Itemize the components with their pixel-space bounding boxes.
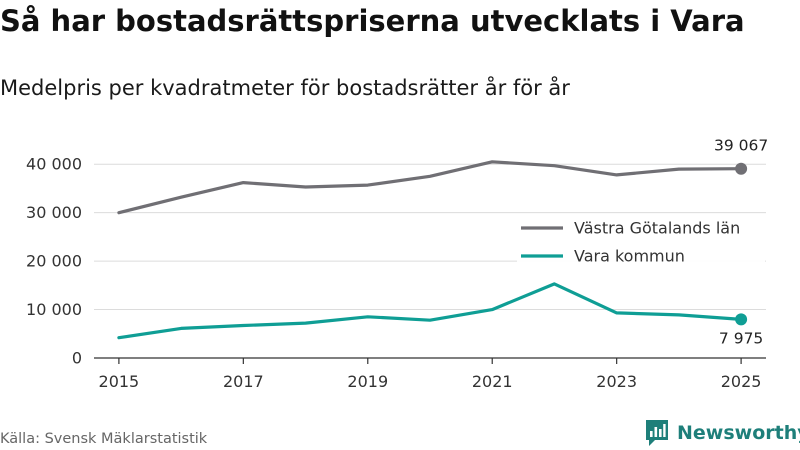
x-tick-label: 2015 <box>99 372 140 391</box>
x-tick-label: 2017 <box>223 372 264 391</box>
end-value-label-vara-kommun: 7 975 <box>719 329 763 347</box>
source-note: Källa: Svensk Mäklarstatistik <box>0 431 208 447</box>
x-tick-label: 2019 <box>347 372 388 391</box>
y-tick-label: 40 000 <box>26 155 82 174</box>
end-point-vara-kommun <box>735 313 748 326</box>
brand-name: Newsworthy <box>677 422 800 444</box>
series-line-vara-kommun <box>117 282 743 340</box>
x-tick-label: 2025 <box>721 372 762 391</box>
y-tick-label: 20 000 <box>26 252 82 271</box>
end-point-vastra-gotaland <box>735 162 748 175</box>
end-value-label-vastra-gotaland: 39 067 <box>714 137 768 155</box>
newsworthy-logo-icon <box>646 420 668 446</box>
newsworthy-logo: Newsworthy <box>644 418 800 448</box>
legend-label-vastra-gotaland: Västra Götalands län <box>574 219 740 238</box>
chart-subtitle: Medelpris per kvadratmeter för bostadsrä… <box>0 76 570 100</box>
legend-label-vara-kommun: Vara kommun <box>574 247 685 266</box>
x-tick-label: 2023 <box>596 372 637 391</box>
series-line-vastra-gotaland <box>117 160 743 215</box>
y-tick-label: 30 000 <box>26 203 82 222</box>
x-tick-label: 2021 <box>472 372 513 391</box>
y-tick-label: 10 000 <box>26 300 82 319</box>
y-tick-label: 0 <box>72 349 82 368</box>
chart-title: Så har bostadsrättspriserna utvecklats i… <box>0 4 745 38</box>
